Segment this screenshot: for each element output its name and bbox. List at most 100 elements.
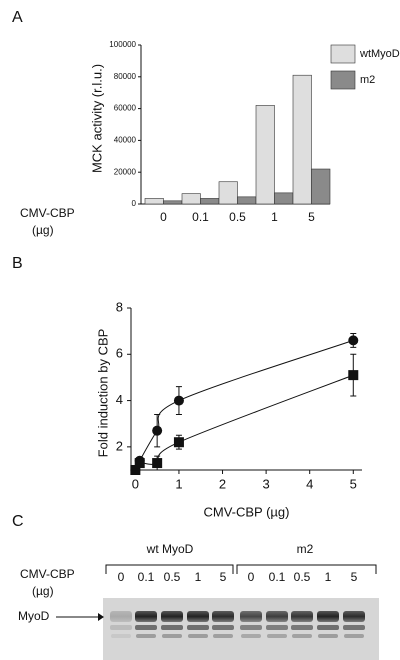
bracket	[236, 564, 377, 574]
band	[187, 611, 209, 622]
legend-swatch	[330, 44, 356, 64]
band	[188, 634, 208, 638]
arrow-head	[98, 613, 104, 621]
x-tick-label: 4	[306, 476, 313, 491]
lane-label: 0	[248, 570, 255, 584]
panel-letter: B	[12, 255, 23, 272]
bar	[311, 168, 331, 205]
band	[111, 634, 131, 638]
x-tick-label: 2	[219, 476, 226, 491]
point	[130, 465, 141, 475]
bar	[218, 181, 238, 205]
y-tick-label: 80000	[114, 72, 137, 81]
band	[110, 611, 132, 622]
band	[161, 625, 183, 630]
band	[135, 611, 157, 622]
point	[152, 425, 163, 436]
band	[292, 634, 312, 638]
band-label: MyoD	[18, 609, 50, 623]
point	[173, 437, 184, 448]
x-tick-label: 5	[308, 210, 315, 224]
row-label: CMV-CBP	[20, 567, 75, 581]
y-tick-label: 8	[116, 299, 123, 314]
group-label: wt MyoD	[146, 542, 194, 556]
x-axis-label: CMV-CBP (µg)	[204, 504, 290, 519]
row-label: (µg)	[32, 584, 54, 598]
lane-label: 1	[325, 570, 332, 584]
blot-panel: wt MyoD m2 CMV-CBP (µg) MyoD	[18, 542, 379, 660]
x-tick-label: 3	[262, 476, 269, 491]
band	[317, 625, 339, 630]
x-axis-label: CMV-CBP	[20, 206, 75, 220]
group-label: m2	[297, 542, 314, 556]
y-tick-label: 0	[132, 199, 137, 208]
band	[241, 634, 261, 638]
x-tick-label: 0.5	[229, 210, 246, 224]
bar	[163, 200, 183, 205]
bar	[255, 105, 275, 205]
y-tick-label: 4	[116, 392, 123, 407]
x-tick-label: 1	[175, 476, 182, 491]
legend-swatch	[330, 70, 356, 90]
point	[152, 458, 163, 469]
band	[344, 634, 364, 638]
x-tick-label: 0	[132, 476, 139, 491]
lane-label: 0.1	[138, 570, 155, 584]
band	[317, 611, 339, 622]
bar	[237, 196, 257, 205]
x-tick-label: 0.1	[192, 210, 209, 224]
band	[266, 625, 288, 630]
lane-label: 1	[195, 570, 202, 584]
bracket	[105, 564, 234, 574]
band	[240, 611, 262, 622]
point	[348, 335, 359, 346]
x-tick-label: 1	[271, 210, 278, 224]
band	[135, 625, 157, 630]
curve	[134, 374, 354, 471]
lane-label: 0	[118, 570, 125, 584]
x-axis-label: (µg)	[32, 223, 54, 237]
point	[134, 458, 145, 469]
band	[343, 625, 365, 630]
bar	[274, 192, 294, 205]
band	[213, 634, 233, 638]
lane-label: 0.1	[269, 570, 286, 584]
x-tick-label: 5	[350, 476, 357, 491]
y-axis-label: Fold induction by CBP	[95, 329, 110, 458]
band	[266, 611, 288, 622]
y-tick-label: 2	[116, 438, 123, 453]
band	[212, 611, 234, 622]
band	[212, 625, 234, 630]
bar	[181, 193, 201, 205]
panel-letter: C	[12, 513, 24, 530]
band	[240, 625, 262, 630]
lane-label: 5	[351, 570, 358, 584]
legend-label: m2	[360, 74, 375, 86]
bar	[292, 74, 312, 205]
band	[162, 634, 182, 638]
lane-label: 0.5	[164, 570, 181, 584]
legend-label: wtMyoD	[359, 48, 400, 60]
curve	[134, 339, 354, 471]
panel-letter: A	[12, 9, 23, 26]
x-tick-label: 0	[160, 210, 167, 224]
y-tick-label: 6	[116, 346, 123, 361]
y-tick-label: 20000	[114, 167, 137, 176]
band	[161, 611, 183, 622]
bar	[200, 198, 220, 205]
y-axis-label: MCK activity (r.l.u.)	[89, 64, 104, 173]
band	[187, 625, 209, 630]
y-tick-label: 100000	[109, 40, 136, 49]
band	[291, 625, 313, 630]
band	[110, 625, 132, 630]
band	[136, 634, 156, 638]
point	[173, 395, 184, 406]
y-tick-label: 60000	[114, 104, 137, 113]
lane-label: 5	[220, 570, 227, 584]
band	[267, 634, 287, 638]
point	[348, 370, 359, 381]
band	[291, 611, 313, 622]
bar	[144, 198, 164, 205]
lane-label: 0.5	[294, 570, 311, 584]
band	[318, 634, 338, 638]
